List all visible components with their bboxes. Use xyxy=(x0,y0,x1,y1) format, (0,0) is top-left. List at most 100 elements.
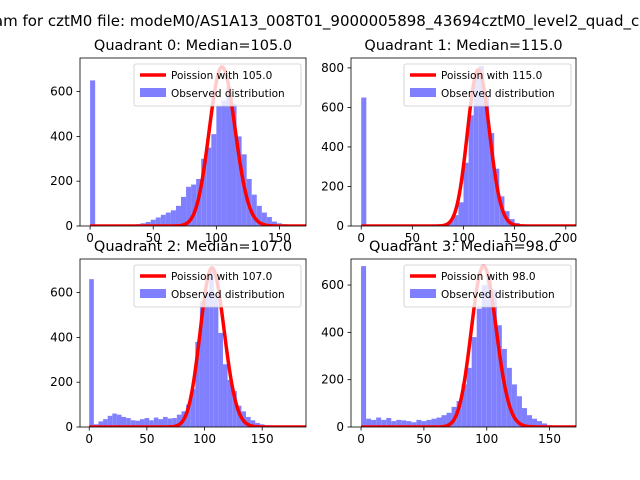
histogram-bar xyxy=(516,396,522,427)
histogram-bar xyxy=(89,279,94,427)
legend: Poission with 107.0 Observed distribution xyxy=(133,264,302,308)
histogram-bar xyxy=(190,388,196,427)
histogram-bar xyxy=(526,415,533,427)
histogram-bar xyxy=(441,415,447,427)
histogram-bar xyxy=(436,417,442,427)
legend-observed-label: Observed distribution xyxy=(171,88,285,100)
histogram-bar xyxy=(227,379,233,427)
histogram-bar xyxy=(506,367,512,427)
histogram-bar xyxy=(366,418,372,427)
x-tick-label: 50 xyxy=(146,231,161,245)
histogram-bar xyxy=(153,417,159,427)
histogram-bar xyxy=(126,418,131,427)
x-tick-label: 0 xyxy=(357,231,365,245)
histogram-bar xyxy=(186,186,192,226)
y-tick-label: 400 xyxy=(321,325,344,339)
histogram-bar xyxy=(473,73,479,226)
histogram-bar xyxy=(421,421,427,427)
y-tick-label: 600 xyxy=(321,278,344,292)
histogram-bar xyxy=(489,133,495,226)
histogram-bar xyxy=(251,194,257,226)
histogram-bar xyxy=(371,419,377,427)
histogram-bar xyxy=(411,422,417,427)
legend-poisson-label: Poission with 98.0 xyxy=(441,271,536,283)
histogram-bar xyxy=(167,418,173,427)
histogram-bar xyxy=(165,212,171,226)
histogram-bar xyxy=(496,325,502,427)
y-tick-label: 400 xyxy=(50,330,73,344)
histogram-bar xyxy=(163,416,168,427)
axes-frame xyxy=(79,57,307,227)
histogram-bar xyxy=(236,136,242,226)
legend-observed-swatch xyxy=(410,289,436,298)
y-tick-label: 0 xyxy=(336,219,344,233)
histogram-bar xyxy=(186,404,191,427)
histogram-bar xyxy=(381,419,387,427)
histogram-bar xyxy=(150,219,156,226)
legend-observed-label: Observed distribution xyxy=(171,289,285,301)
histogram-bar xyxy=(112,413,117,427)
legend-observed-label: Observed distribution xyxy=(441,289,555,301)
histogram-bar xyxy=(401,420,407,427)
histogram-bar xyxy=(195,341,200,427)
histogram-bar xyxy=(145,221,151,226)
histogram-bar xyxy=(149,420,154,427)
histogram-bar xyxy=(532,418,538,427)
y-tick-label: 800 xyxy=(321,61,344,75)
histogram-bar xyxy=(426,419,432,427)
histogram-bar xyxy=(216,106,222,226)
x-tick-label: 150 xyxy=(268,231,291,245)
histogram-bar xyxy=(361,266,367,427)
histogram-bar xyxy=(246,416,251,427)
legend-box xyxy=(403,63,572,107)
subplot-quadrant-1: 0 50 100 150 200 0 200 400 600 800 Poission with 1… xyxy=(321,38,577,245)
y-tick-label: 0 xyxy=(65,420,73,434)
histogram-bar xyxy=(476,308,482,427)
histogram-bar xyxy=(494,168,500,226)
histogram-bar xyxy=(537,421,543,427)
histogram-bar xyxy=(431,418,437,427)
histogram-bar xyxy=(481,285,487,427)
x-tick-label: 50 xyxy=(405,231,420,245)
histogram-bar xyxy=(175,205,182,226)
legend: Poission with 105.0 Observed distribution xyxy=(133,63,302,107)
histogram-bar xyxy=(176,414,182,427)
x-tick-label: 150 xyxy=(503,231,526,245)
histogram-bar xyxy=(221,100,227,226)
histogram-bar xyxy=(116,414,122,427)
histogram-bar xyxy=(521,408,527,427)
histogram-bar xyxy=(376,417,382,427)
histogram-bar xyxy=(458,202,464,226)
y-tick-label: 200 xyxy=(50,375,73,389)
histogram-bar xyxy=(486,275,492,427)
x-tick-label: 0 xyxy=(357,432,365,446)
histogram-bar xyxy=(255,422,260,427)
histogram-bar xyxy=(468,115,474,226)
histogram-bar xyxy=(466,367,472,427)
histogram-bar xyxy=(213,294,219,427)
legend-observed-swatch xyxy=(410,88,436,97)
legend-box xyxy=(133,63,302,107)
legend-poisson-label: Poission with 105.0 xyxy=(171,70,272,82)
histogram-bar xyxy=(478,65,484,226)
y-tick-label: 400 xyxy=(50,129,73,143)
x-tick-label: 50 xyxy=(416,432,431,446)
histogram-bar xyxy=(456,400,462,427)
legend: Poission with 98.0 Observed distribution xyxy=(403,264,572,308)
legend-poisson-label: Poission with 107.0 xyxy=(171,271,272,283)
histogram-bar xyxy=(222,364,228,427)
subplot-quadrant-3: 0 50 100 150 0 200 400 600 Poission with 98.0 Obs… xyxy=(321,239,577,446)
histogram-bar xyxy=(135,420,140,427)
histogram-bar xyxy=(386,418,392,427)
histogram-bar xyxy=(226,87,232,226)
x-tick-label: 0 xyxy=(86,231,94,245)
x-tick-label: 200 xyxy=(554,231,577,245)
histogram-bar xyxy=(256,205,262,226)
histogram-bar xyxy=(204,292,210,427)
histogram-bar xyxy=(361,97,367,226)
legend-observed-swatch xyxy=(140,88,166,97)
histogram-bar xyxy=(172,418,177,427)
histogram-bar xyxy=(160,214,166,226)
histogram-bar xyxy=(416,419,422,427)
